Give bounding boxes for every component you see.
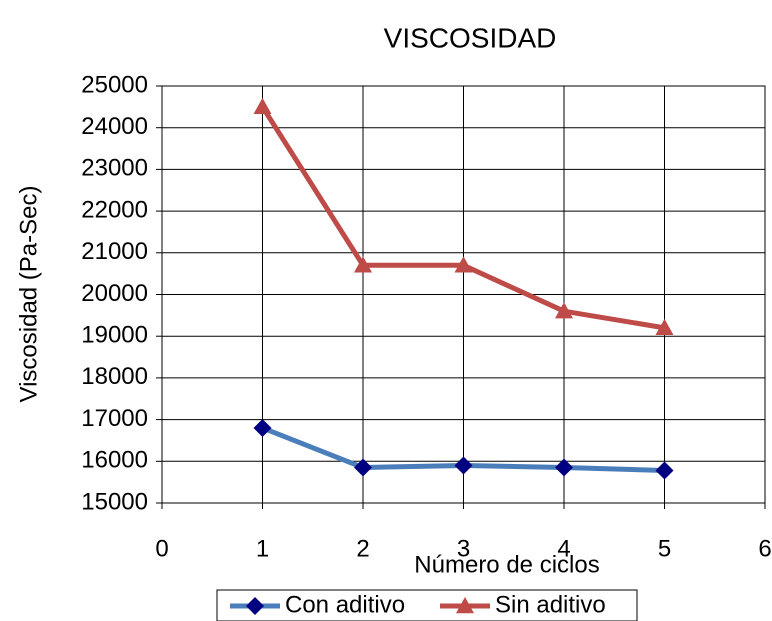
data-point <box>354 256 372 273</box>
y-tick-label: 15000 <box>81 488 148 515</box>
x-tick-label: 0 <box>155 535 168 562</box>
x-tick-label: 1 <box>256 535 269 562</box>
data-point <box>253 97 272 115</box>
x-tick-label: 2 <box>356 535 369 562</box>
y-tick-label: 17000 <box>81 405 148 432</box>
y-tick-label: 22000 <box>81 196 148 223</box>
y-tick-label: 19000 <box>81 322 148 349</box>
legend-marker <box>456 597 474 614</box>
data-point <box>555 302 573 319</box>
y-tick-label: 25000 <box>81 71 148 98</box>
data-point <box>454 456 473 475</box>
legend-box <box>216 589 638 621</box>
y-tick-label: 24000 <box>81 113 148 140</box>
data-point <box>555 458 573 477</box>
x-tick-label: 5 <box>658 535 671 562</box>
x-tick-label: 3 <box>457 535 470 562</box>
y-tick-label: 18000 <box>81 363 148 390</box>
y-axis-label: Viscosidad (Pa-Sec) <box>15 186 42 403</box>
y-tick-label: 16000 <box>81 447 148 474</box>
data-point <box>655 461 674 480</box>
legend-marker <box>246 597 264 615</box>
y-tick-label: 23000 <box>81 155 148 182</box>
y-tick-label: 21000 <box>81 238 148 265</box>
x-tick-label: 4 <box>557 535 570 562</box>
data-point <box>354 458 372 477</box>
y-tick-label: 20000 <box>81 280 148 307</box>
data-point <box>454 256 473 273</box>
chart-title: VISCOSIDAD <box>384 22 557 53</box>
x-axis-label: Número de ciclos <box>414 551 599 578</box>
legend-label: Sin aditivo <box>495 591 606 618</box>
legend-label: Con aditivo <box>285 591 405 618</box>
data-point <box>253 418 272 437</box>
x-tick-label: 6 <box>758 535 771 562</box>
data-point <box>655 318 674 336</box>
plot-border <box>161 85 766 504</box>
